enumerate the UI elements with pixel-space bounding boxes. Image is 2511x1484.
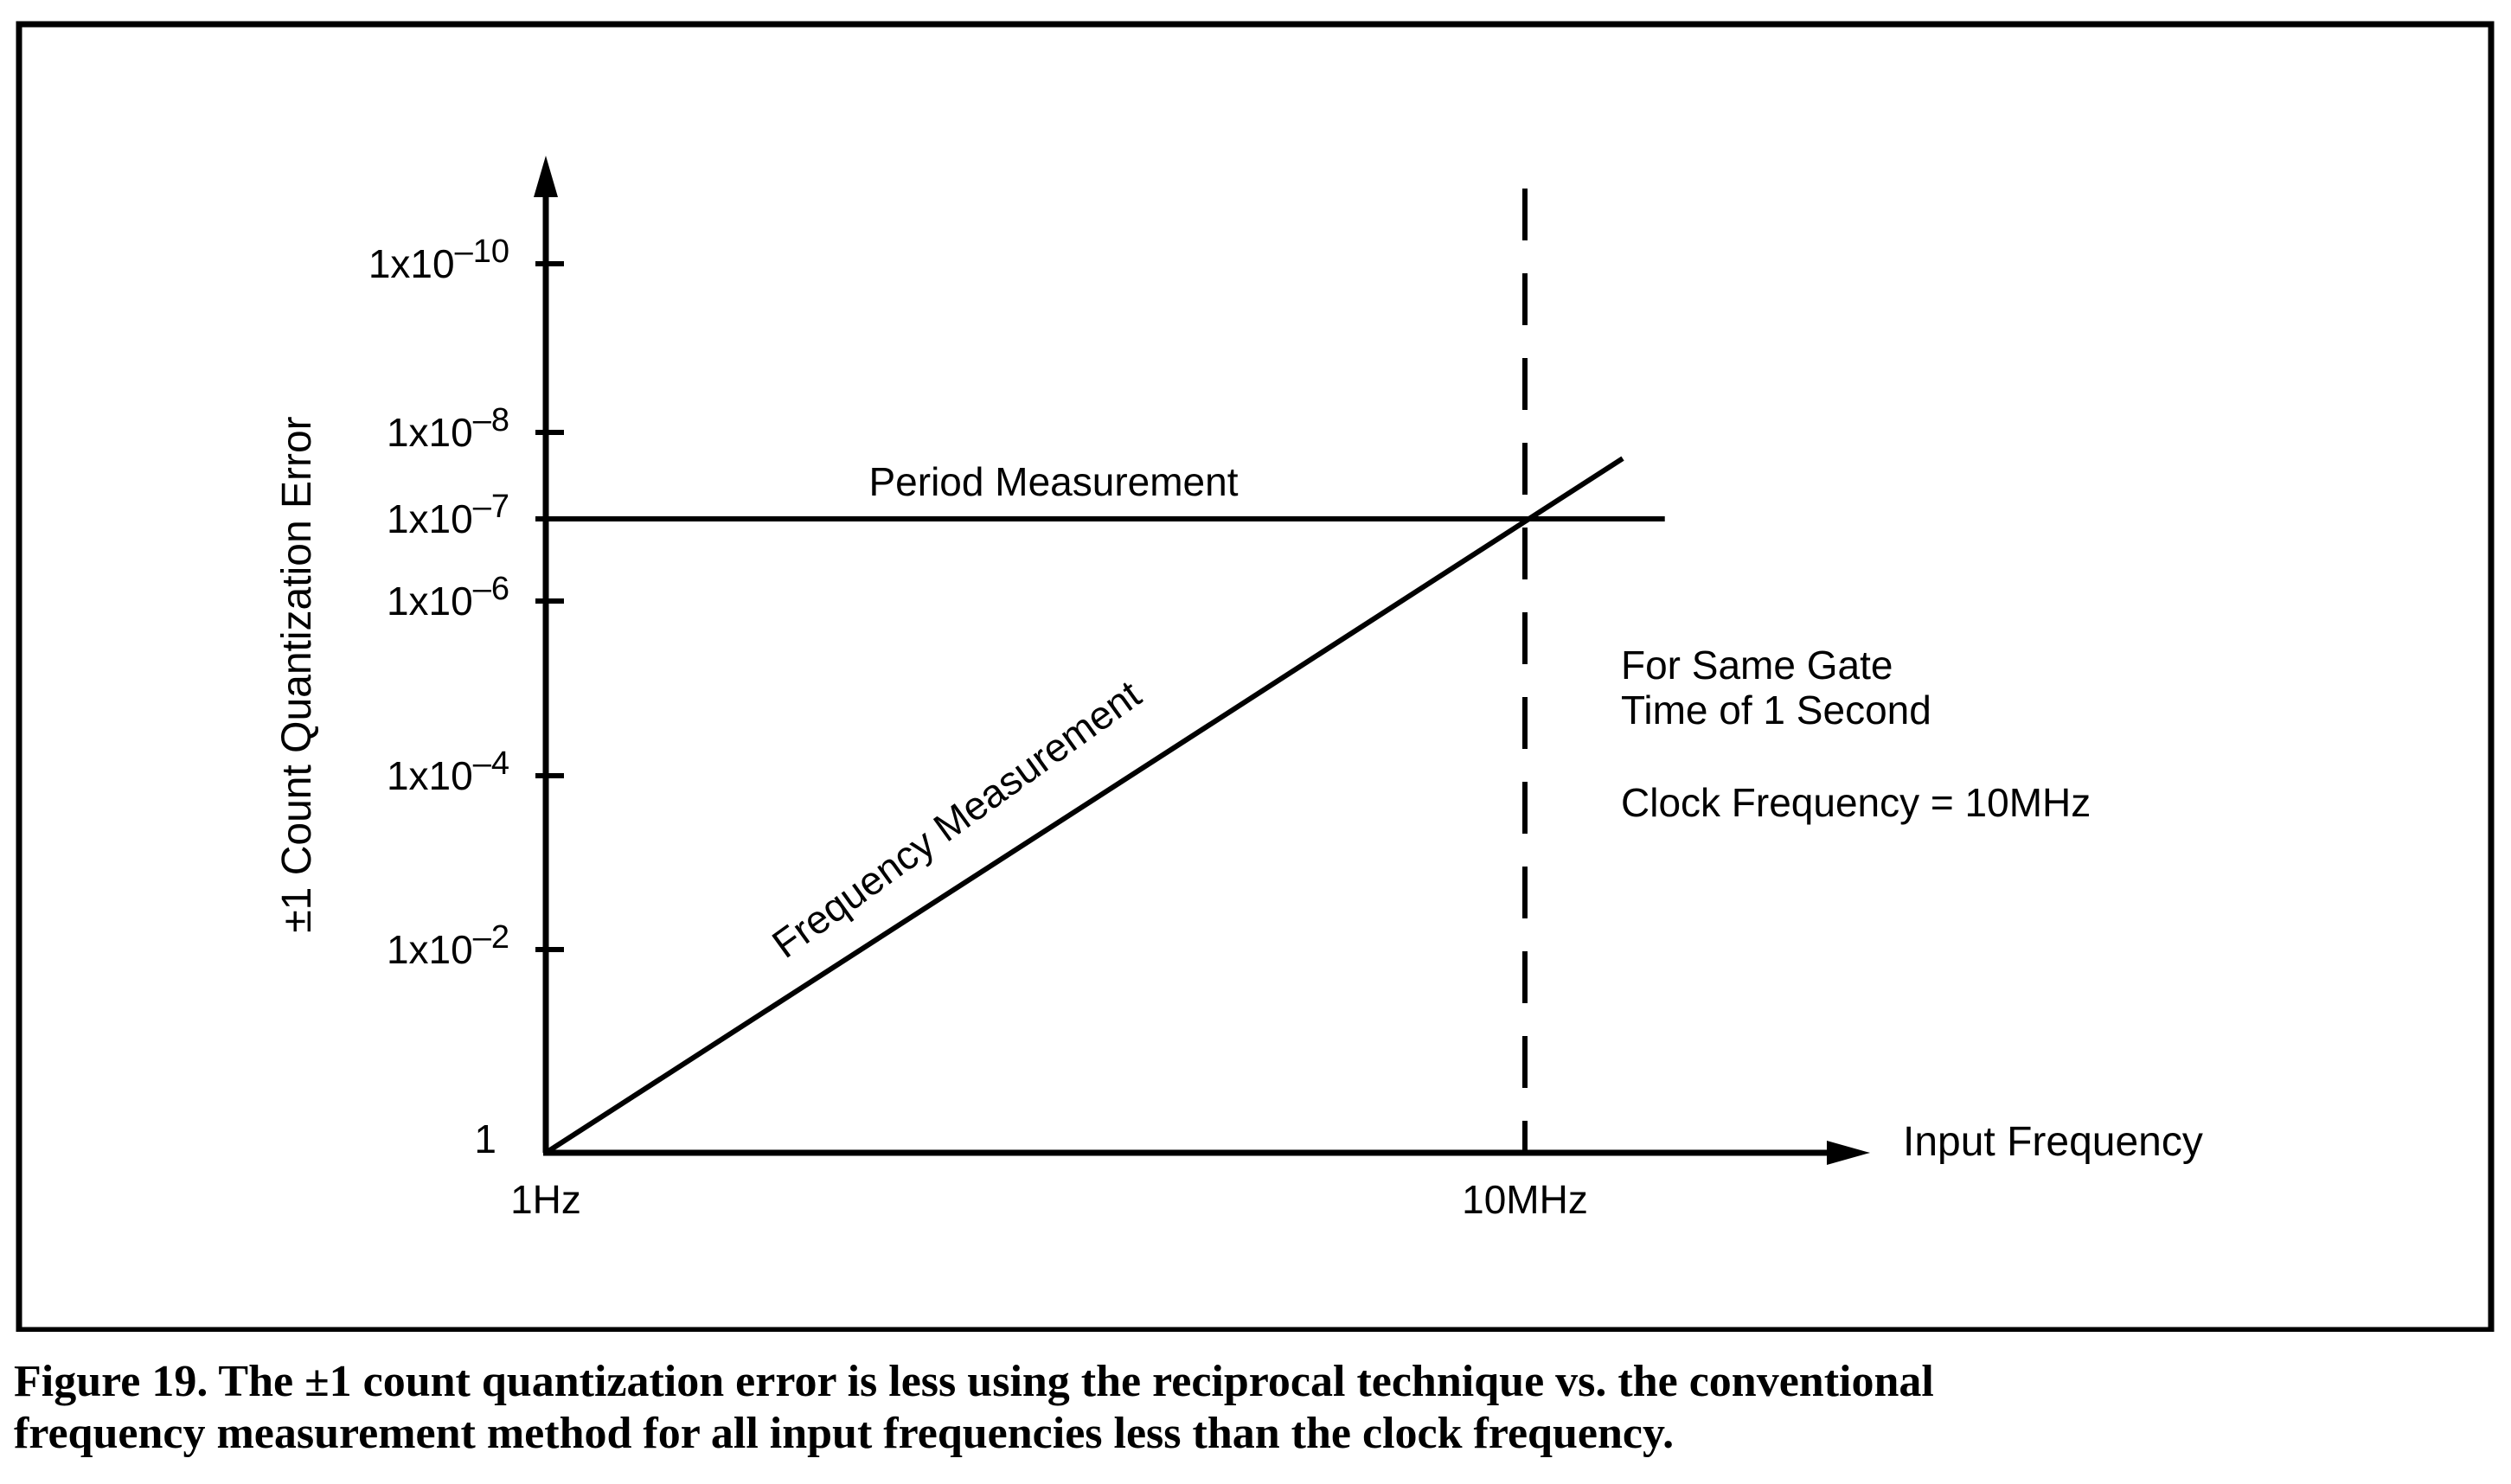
y-tick-label: 1x10–6 bbox=[387, 571, 509, 624]
annotation-clock: Clock Frequency = 10MHz bbox=[1621, 780, 2091, 825]
y-tick-label: 1 bbox=[474, 1116, 496, 1161]
y-axis-arrow bbox=[534, 156, 558, 197]
series-label-period: Period Measurement bbox=[869, 459, 1239, 504]
chart: 1 1x10–2 1x10–4 1x10–6 1x10–7 1x10–8 1x10–10 1… bbox=[16, 21, 2495, 1332]
frequency-measurement-line bbox=[544, 456, 1624, 1155]
caption-line-2: frequency measurement method for all inp… bbox=[14, 1409, 1675, 1458]
x-tick-label: 1Hz bbox=[510, 1177, 581, 1222]
y-axis bbox=[534, 156, 558, 1153]
series-label-frequency: Frequency Measurement bbox=[764, 671, 1149, 966]
figure-caption: Figure 19. The ±1 count quantization err… bbox=[14, 1356, 2488, 1460]
x-axis-arrow bbox=[1827, 1141, 1870, 1165]
y-tick-label: 1x10–10 bbox=[368, 233, 509, 286]
chart-border bbox=[16, 21, 2495, 1332]
x-ticks: 1Hz 10MHz bbox=[510, 1177, 1588, 1222]
y-ticks: 1 1x10–2 1x10–4 1x10–6 1x10–7 1x10–8 1x10–10 bbox=[368, 233, 564, 1161]
y-tick-label: 1x10–2 bbox=[387, 919, 509, 972]
annotation-gate-line1: For Same Gate bbox=[1621, 643, 1893, 688]
x-axis-title: Input Frequency bbox=[1903, 1119, 2203, 1165]
annotation-gate-line2: Time of 1 Second bbox=[1621, 688, 1931, 732]
y-tick-label: 1x10–8 bbox=[387, 402, 509, 455]
y-tick-label: 1x10–7 bbox=[387, 489, 509, 541]
x-tick-label: 10MHz bbox=[1462, 1177, 1588, 1222]
caption-line-1: Figure 19. The ±1 count quantization err… bbox=[14, 1357, 1934, 1406]
y-axis-title: ±1 Count Quantization Error bbox=[274, 416, 320, 932]
x-axis bbox=[543, 1141, 1870, 1165]
y-tick-label: 1x10–4 bbox=[387, 745, 509, 798]
series-lines bbox=[544, 456, 1665, 1155]
